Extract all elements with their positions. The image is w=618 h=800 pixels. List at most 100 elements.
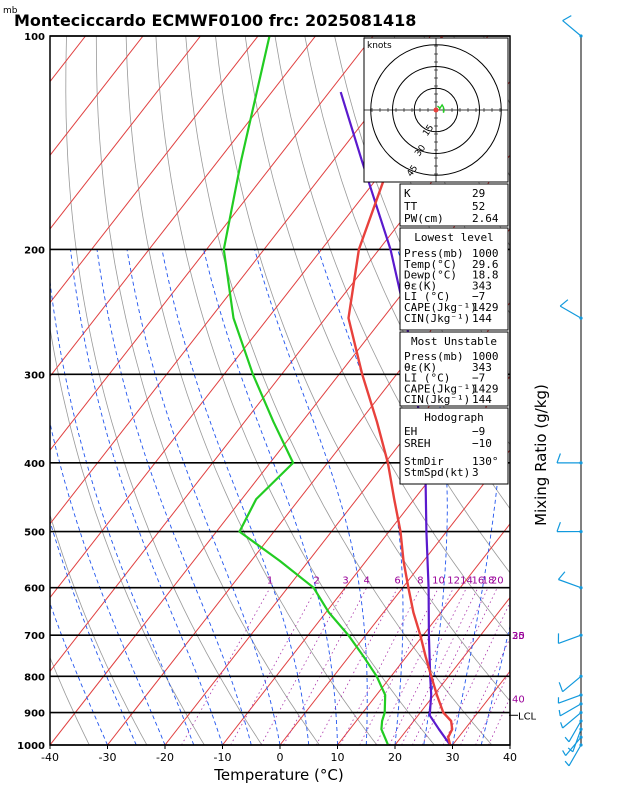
mixing-ratio-line <box>340 587 421 745</box>
hodograph-row-value: 130° <box>472 455 499 468</box>
lowest_level-row-value: 144 <box>472 312 492 325</box>
pressure-tick-label: 800 <box>24 672 45 683</box>
mixing-ratio-line <box>442 601 510 745</box>
mixing-ratio-label: 4 <box>364 576 370 587</box>
background-lines <box>50 36 618 745</box>
mixing-ratio-axis-label: Mixing Ratio (g/kg) <box>532 384 550 526</box>
temperature-tick-label: -20 <box>156 751 174 764</box>
dry-adiabat <box>50 656 90 745</box>
isotherm <box>50 36 259 304</box>
temperature-tick-label: 30 <box>446 751 460 764</box>
hodograph-ring <box>413 87 459 133</box>
isotherm <box>50 36 201 230</box>
moist-adiabat <box>480 624 510 745</box>
hodograph-row-label: SREH <box>404 437 431 450</box>
wind-barb-staff <box>562 712 582 729</box>
wind-barb-staff <box>572 729 582 753</box>
units-mb-label: mb <box>3 6 18 16</box>
tt-value: 52 <box>472 200 485 213</box>
temperature-tick-label: 20 <box>388 751 402 764</box>
moist-adiabat <box>203 249 338 745</box>
isotherm <box>50 154 510 745</box>
wind-barb-staff <box>562 675 582 693</box>
most_unstable-row-label: CAPE(Jkg⁻¹) <box>404 382 477 395</box>
wind-barb-flag <box>562 750 567 756</box>
dry-adiabat <box>244 36 510 638</box>
wind-barb-flag <box>556 453 561 464</box>
dry-adiabat <box>95 36 320 745</box>
mixing-ratio-label: 20 <box>491 576 504 587</box>
mixing-ratio-line <box>412 587 489 745</box>
mixing-ratio-label: 6 <box>394 576 400 587</box>
wind-barb-flag <box>560 722 564 729</box>
mixing-ratio-label: 40 <box>512 695 525 706</box>
hodograph-ring <box>392 66 480 154</box>
wind-barb-flag <box>557 571 566 580</box>
wind-barb-flag <box>558 682 564 692</box>
most_unstable-row-value: 343 <box>472 361 492 374</box>
dry-adiabat <box>513 36 618 745</box>
most_unstable-row-value: 1429 <box>472 382 499 395</box>
pw-value: 2.64 <box>472 212 499 225</box>
pressure-tick-labels: 100 200 300 400 500 600 700 800 900 1000 <box>17 32 45 752</box>
lowest_level-row-value: −7 <box>472 290 485 303</box>
mixing-ratio-label: 35 <box>512 631 525 642</box>
lowest_level-row-label: CIN(Jkg⁻¹) <box>404 312 470 325</box>
lowest_level-row-label: Press(mb) <box>404 247 464 260</box>
isotherm <box>568 36 618 745</box>
mixing-ratio-line <box>460 637 510 745</box>
isotherm <box>50 36 374 451</box>
wind-barb-flag <box>564 736 570 743</box>
hodograph-ring <box>370 44 502 176</box>
dewpoint-profile-line <box>222 36 390 745</box>
lowest_level-row-value: 1000 <box>472 247 499 260</box>
wind-barb-staff <box>568 720 582 743</box>
pressure-tick-label: 100 <box>24 32 45 43</box>
most_unstable-row-label: Press(mb) <box>404 350 464 363</box>
mixing-ratio-label: 25 <box>512 631 525 642</box>
wind-barb-flag <box>562 15 572 22</box>
pressure-tick-label: 700 <box>24 631 45 642</box>
lowest_level-row-label: Dewp(°C) <box>404 269 457 282</box>
wind-barb-staff <box>568 744 582 767</box>
wind-barb-staff <box>558 578 582 589</box>
pressure-tick-label: 1000 <box>17 741 45 752</box>
lowest_level-row-value: 18.8 <box>472 269 499 282</box>
wind-barb-staff <box>558 694 582 704</box>
mixing-ratio-label: 2 <box>314 576 320 587</box>
k-value: 29 <box>472 187 485 200</box>
temperature-tick-label: 0 <box>277 751 284 764</box>
lowest_level-row-label: LI (°C) <box>404 290 450 303</box>
chart-title: Monteciccardo ECMWF0100 frc: 2025081418 <box>14 11 416 30</box>
lowest-level-title: Lowest level <box>414 231 493 244</box>
wind-barb-flag <box>556 521 561 532</box>
mixing-ratio-label: 18 <box>482 576 495 587</box>
mixing-ratio-line <box>421 587 498 745</box>
mixing-ratio-label: 10 <box>432 576 445 587</box>
mixing-ratio-label: 16 <box>472 576 485 587</box>
temperature-tick-label: -30 <box>99 751 117 764</box>
isotherm <box>394 596 510 745</box>
most-unstable-box: Most Unstable Press(mb) 1000 θε(K) 343 LI (°… <box>399 331 509 407</box>
most-unstable-title: Most Unstable <box>411 335 497 348</box>
lowest_level-row-value: 1429 <box>472 301 499 314</box>
moist-adiabat <box>452 249 504 745</box>
mixing-ratio-label: 12 <box>447 576 460 587</box>
wind-barb-staff <box>558 634 582 644</box>
temperature-tick-label: -10 <box>214 751 232 764</box>
lowest_level-row-label: θε(K) <box>404 279 437 292</box>
hodograph-trace <box>437 103 445 113</box>
lowest-level-box: Lowest level Press(mb) 1000 Temp(°C) 29.6 De… <box>399 227 509 331</box>
moist-adiabat <box>96 249 252 745</box>
isotherm <box>50 36 316 378</box>
most_unstable-row-label: CIN(Jkg⁻¹) <box>404 393 470 406</box>
moist-adiabat <box>70 249 223 745</box>
dry-adiabat <box>573 36 618 745</box>
indices-box: K 29 TT 52 PW(cm) 2.64 <box>399 183 509 227</box>
most_unstable-row-value: 144 <box>472 393 492 406</box>
wind-barb-staff <box>562 20 582 37</box>
dry-adiabat <box>50 325 205 745</box>
most_unstable-row-value: −7 <box>472 372 485 385</box>
